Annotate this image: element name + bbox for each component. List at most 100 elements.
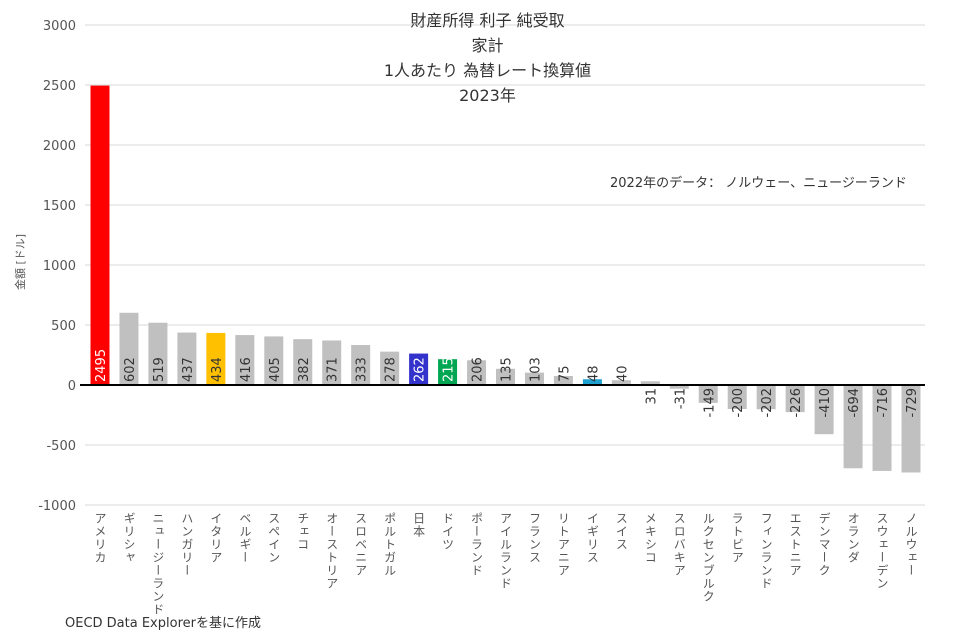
bar [351,345,371,385]
bar [582,379,602,385]
data-label: 371 [326,357,341,382]
x-tick-label: 日本 [411,512,426,538]
data-label: -202 [760,388,775,418]
y-tick-label: 2500 [43,79,76,94]
bar [756,385,776,410]
title-line: 家計 [471,36,504,55]
title-line: 1人あたり 為替レート換算値 [383,61,592,80]
y-tick-label: 3000 [43,19,76,34]
x-tick-label: フィンランド [759,512,774,590]
bar [698,385,718,403]
data-label: 262 [413,357,428,382]
bar [119,312,139,385]
data-label: -226 [789,388,804,418]
x-tick-label: ノルウェー [904,512,918,577]
bar [785,385,805,413]
bar [322,340,342,385]
x-tick-label: イギリス [585,512,600,564]
x-tick-label: デンマーク [817,512,832,577]
data-label: 602 [123,357,138,382]
x-tick-label: スペイン [266,512,281,564]
y-tick-label: 1000 [43,259,76,274]
x-tick-label: ベルギー [237,512,252,564]
data-label: 31 [644,388,659,405]
bar [90,85,110,385]
x-tick-label: ニュージーランド [150,512,165,616]
x-tick-label: ポーランド [469,512,484,577]
source-note: OECD Data Explorerを基に作成 [65,616,261,631]
bar [669,385,689,389]
x-tick-label: ルクセンブルク [701,512,716,603]
data-label: 278 [384,357,399,382]
bar [293,339,313,385]
data-label: -694 [847,388,862,418]
y-tick-label: 2000 [43,139,76,154]
title-line: 2023年 [459,86,516,105]
x-tick-label: リトアニア [556,512,571,577]
bar [872,385,892,471]
bar [843,385,863,469]
x-tick-label: アイルランド [498,512,513,590]
data-label: 135 [500,357,515,382]
data-label: 206 [471,357,486,382]
bar [264,336,284,385]
bar [438,359,458,385]
data-label: 75 [557,365,572,382]
x-tick-label: フランス [527,512,542,564]
data-label: 40 [615,365,630,382]
bar [409,353,429,385]
x-tick-label: ハンガリー [179,512,194,577]
bar [467,360,487,385]
bar [814,385,834,435]
bar [611,380,631,385]
data-label: -200 [731,388,746,418]
data-label: 382 [297,357,312,382]
y-tick-label: 500 [51,319,76,334]
bar [235,335,255,385]
data-label: 416 [239,357,254,382]
bar [901,385,921,473]
x-tick-label: オーストリア [324,512,339,590]
y-tick-label: 1500 [43,199,76,214]
data-label: -410 [818,388,833,418]
data-note: 2022年のデータ： ノルウェー、ニュージーランド [610,176,907,191]
bar [177,332,197,385]
x-tick-label: オランダ [846,512,861,564]
data-label: 2495 [94,349,109,382]
data-label: 103 [528,357,543,382]
data-label: 434 [210,357,225,382]
x-tick-label: スロベニア [353,512,368,577]
x-tick-label: ギリシャ [121,512,136,564]
data-label: 437 [181,357,196,382]
x-tick-label: ドイツ [440,512,455,551]
bar [206,332,226,385]
bar [380,351,400,385]
title-line: 財産所得 利子 純受取 [410,11,565,30]
bar [640,381,660,385]
bar [553,376,573,385]
data-label: -729 [905,388,920,418]
data-label: 215 [442,357,457,382]
x-tick-label: イタリア [208,512,223,564]
data-label: 48 [586,365,601,382]
x-tick-label: エストニア [788,512,803,577]
data-label: -149 [702,388,717,418]
bar [727,385,747,409]
bar [524,372,544,385]
data-label: -716 [876,388,891,418]
y-tick-label: -500 [46,439,76,454]
y-tick-label: 0 [68,379,76,394]
y-axis-label: 金額 [ドル] [14,233,27,290]
x-tick-label: スイス [614,512,629,551]
data-label: 333 [355,357,370,382]
data-label: 519 [152,357,167,382]
bar [496,368,515,385]
x-tick-label: ラトビア [730,512,745,564]
x-tick-label: アメリカ [93,512,107,564]
x-tick-label: メキシコ [643,512,658,564]
x-tick-label: スロバキア [672,512,687,577]
x-tick-label: ポルトガル [382,512,397,577]
data-label: 405 [268,357,283,382]
